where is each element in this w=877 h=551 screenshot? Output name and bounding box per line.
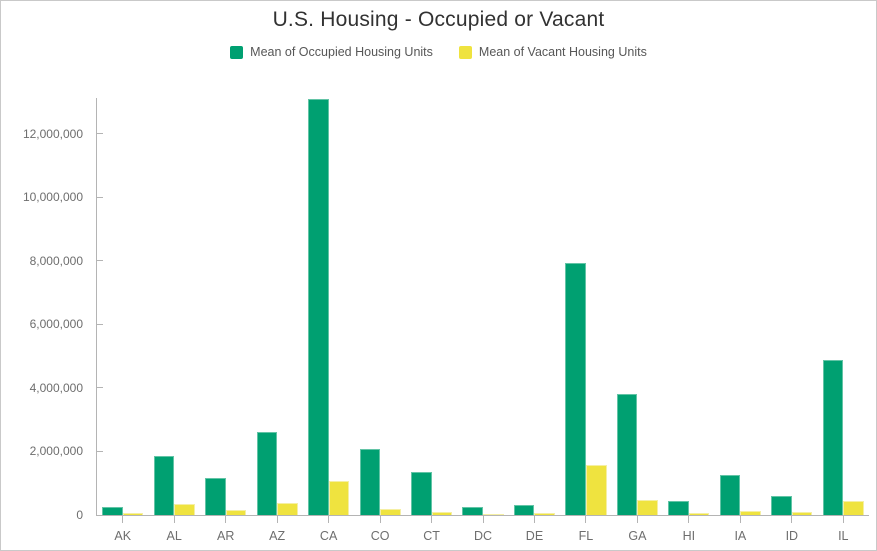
y-axis-label: 4,000,000: [29, 380, 83, 395]
legend-item-occupied[interactable]: Mean of Occupied Housing Units: [230, 45, 433, 59]
bar-vacant-hi[interactable]: [688, 512, 710, 515]
y-axis-tick: [96, 260, 103, 262]
bar-occupied-ia[interactable]: [719, 474, 741, 515]
y-axis-tick: [96, 387, 103, 389]
y-axis-label: 2,000,000: [29, 444, 83, 459]
bar-occupied-id[interactable]: [771, 495, 792, 515]
x-axis-tick: [276, 516, 278, 523]
y-axis-tick: [96, 133, 103, 135]
bar-group-fl: FL: [560, 98, 611, 543]
bar-vacant-ct[interactable]: [431, 511, 453, 515]
bar-occupied-ga[interactable]: [616, 394, 638, 515]
x-axis-tick: [482, 516, 484, 523]
bar-group-hi: HI: [663, 98, 714, 543]
bar-vacant-ca[interactable]: [328, 481, 350, 515]
x-axis-label-id: ID: [785, 529, 799, 543]
bar-occupied-dc[interactable]: [462, 507, 484, 515]
bar-vacant-ia[interactable]: [740, 511, 761, 515]
x-axis-label-il: IL: [838, 529, 849, 543]
legend-label-occupied: Mean of Occupied Housing Units: [250, 45, 433, 59]
bar-vacant-az[interactable]: [277, 503, 298, 515]
x-axis-tick: [328, 516, 330, 523]
y-axis-tick: [96, 450, 103, 452]
bar-vacant-al[interactable]: [174, 503, 195, 515]
x-axis-tick: [225, 516, 227, 523]
bar-occupied-az[interactable]: [256, 431, 278, 515]
bar-group-ct: CT: [406, 98, 457, 543]
bar-group-ia: IA: [715, 98, 766, 543]
x-axis-label-ak: AK: [114, 529, 132, 543]
bar-vacant-ak[interactable]: [122, 513, 144, 515]
y-axis: 0 2,000,000 4,000,000 6,000,000 8,000,000 10,…: [1, 98, 103, 522]
x-axis-tick: [379, 516, 381, 523]
bar-group-ca: CA: [303, 98, 354, 543]
y-axis-label: 8,000,000: [29, 253, 83, 268]
x-axis-label-ca: CA: [319, 529, 338, 543]
bar-group-al: AL: [148, 98, 199, 543]
plot-area: AK AL AR AZ CA CO CT DC DE FL GA HI IA ID IL: [96, 98, 869, 543]
x-axis-label-hi: HI: [682, 529, 696, 543]
bar-vacant-ar[interactable]: [225, 509, 247, 515]
bar-vacant-ga[interactable]: [637, 500, 658, 515]
bar-occupied-ak[interactable]: [102, 507, 123, 515]
x-axis-tick: [791, 516, 793, 523]
bar-occupied-il[interactable]: [822, 360, 844, 515]
bar-group-az: AZ: [251, 98, 302, 543]
x-axis-label-ct: CT: [423, 529, 440, 543]
x-axis-label-co: CO: [370, 529, 390, 543]
chart-title: U.S. Housing - Occupied or Vacant: [272, 8, 605, 31]
bar-vacant-dc[interactable]: [483, 513, 504, 515]
x-axis-tick: [636, 516, 638, 523]
bar-group-ga: GA: [612, 98, 663, 543]
x-axis-label-al: AL: [166, 529, 182, 543]
y-axis-tick: [96, 196, 103, 198]
bar-occupied-hi[interactable]: [668, 501, 689, 515]
x-axis-label-de: DE: [525, 529, 544, 543]
bar-occupied-ct[interactable]: [410, 472, 432, 515]
legend-label-vacant: Mean of Vacant Housing Units: [478, 45, 647, 59]
bar-group-il: IL: [818, 98, 869, 543]
y-axis-label: 12,000,000: [22, 126, 83, 141]
bar-group-ar: AR: [200, 98, 251, 543]
x-axis-label-ar: AR: [216, 529, 235, 543]
bar-vacant-il[interactable]: [843, 500, 864, 515]
y-axis-label: 6,000,000: [29, 317, 83, 332]
bar-group-de: DE: [509, 98, 560, 543]
legend: Mean of Occupied Housing Units Mean of V…: [1, 45, 876, 59]
y-axis-label: 10,000,000: [22, 190, 83, 205]
x-axis-label-ia: IA: [734, 529, 747, 543]
bar-vacant-fl[interactable]: [585, 464, 607, 515]
bar-occupied-de[interactable]: [513, 504, 535, 515]
x-axis-tick: [533, 516, 535, 523]
bar-group-co: CO: [354, 98, 405, 543]
x-axis-tick: [173, 516, 175, 523]
bar-occupied-ar[interactable]: [205, 478, 226, 515]
bar-group-id: ID: [766, 98, 817, 543]
bar-occupied-al[interactable]: [153, 456, 175, 515]
bar-group-ak: AK: [97, 98, 148, 543]
legend-swatch-occupied-icon: [230, 45, 244, 59]
x-axis-label-dc: DC: [473, 529, 493, 543]
x-axis-tick: [585, 516, 587, 523]
x-axis-tick: [842, 516, 844, 523]
bar-occupied-fl[interactable]: [565, 263, 586, 515]
bar-vacant-co[interactable]: [380, 509, 401, 515]
x-axis-tick: [688, 516, 690, 523]
bar-vacant-de[interactable]: [534, 513, 556, 515]
x-axis-label-ga: GA: [628, 529, 647, 543]
legend-item-vacant[interactable]: Mean of Vacant Housing Units: [458, 45, 647, 59]
bar-occupied-co[interactable]: [359, 448, 381, 515]
bar-vacant-id[interactable]: [791, 512, 813, 515]
y-axis-tick: [96, 323, 103, 325]
x-axis-label-fl: FL: [578, 529, 594, 543]
x-axis-tick: [122, 516, 124, 523]
bar-group-dc: DC: [457, 98, 508, 543]
legend-swatch-vacant-icon: [458, 45, 472, 59]
y-axis-label: 0: [76, 508, 83, 522]
x-axis-tick: [431, 516, 433, 523]
bar-occupied-ca[interactable]: [308, 98, 329, 515]
x-axis-tick: [739, 516, 741, 523]
x-axis-label-az: AZ: [269, 529, 286, 543]
